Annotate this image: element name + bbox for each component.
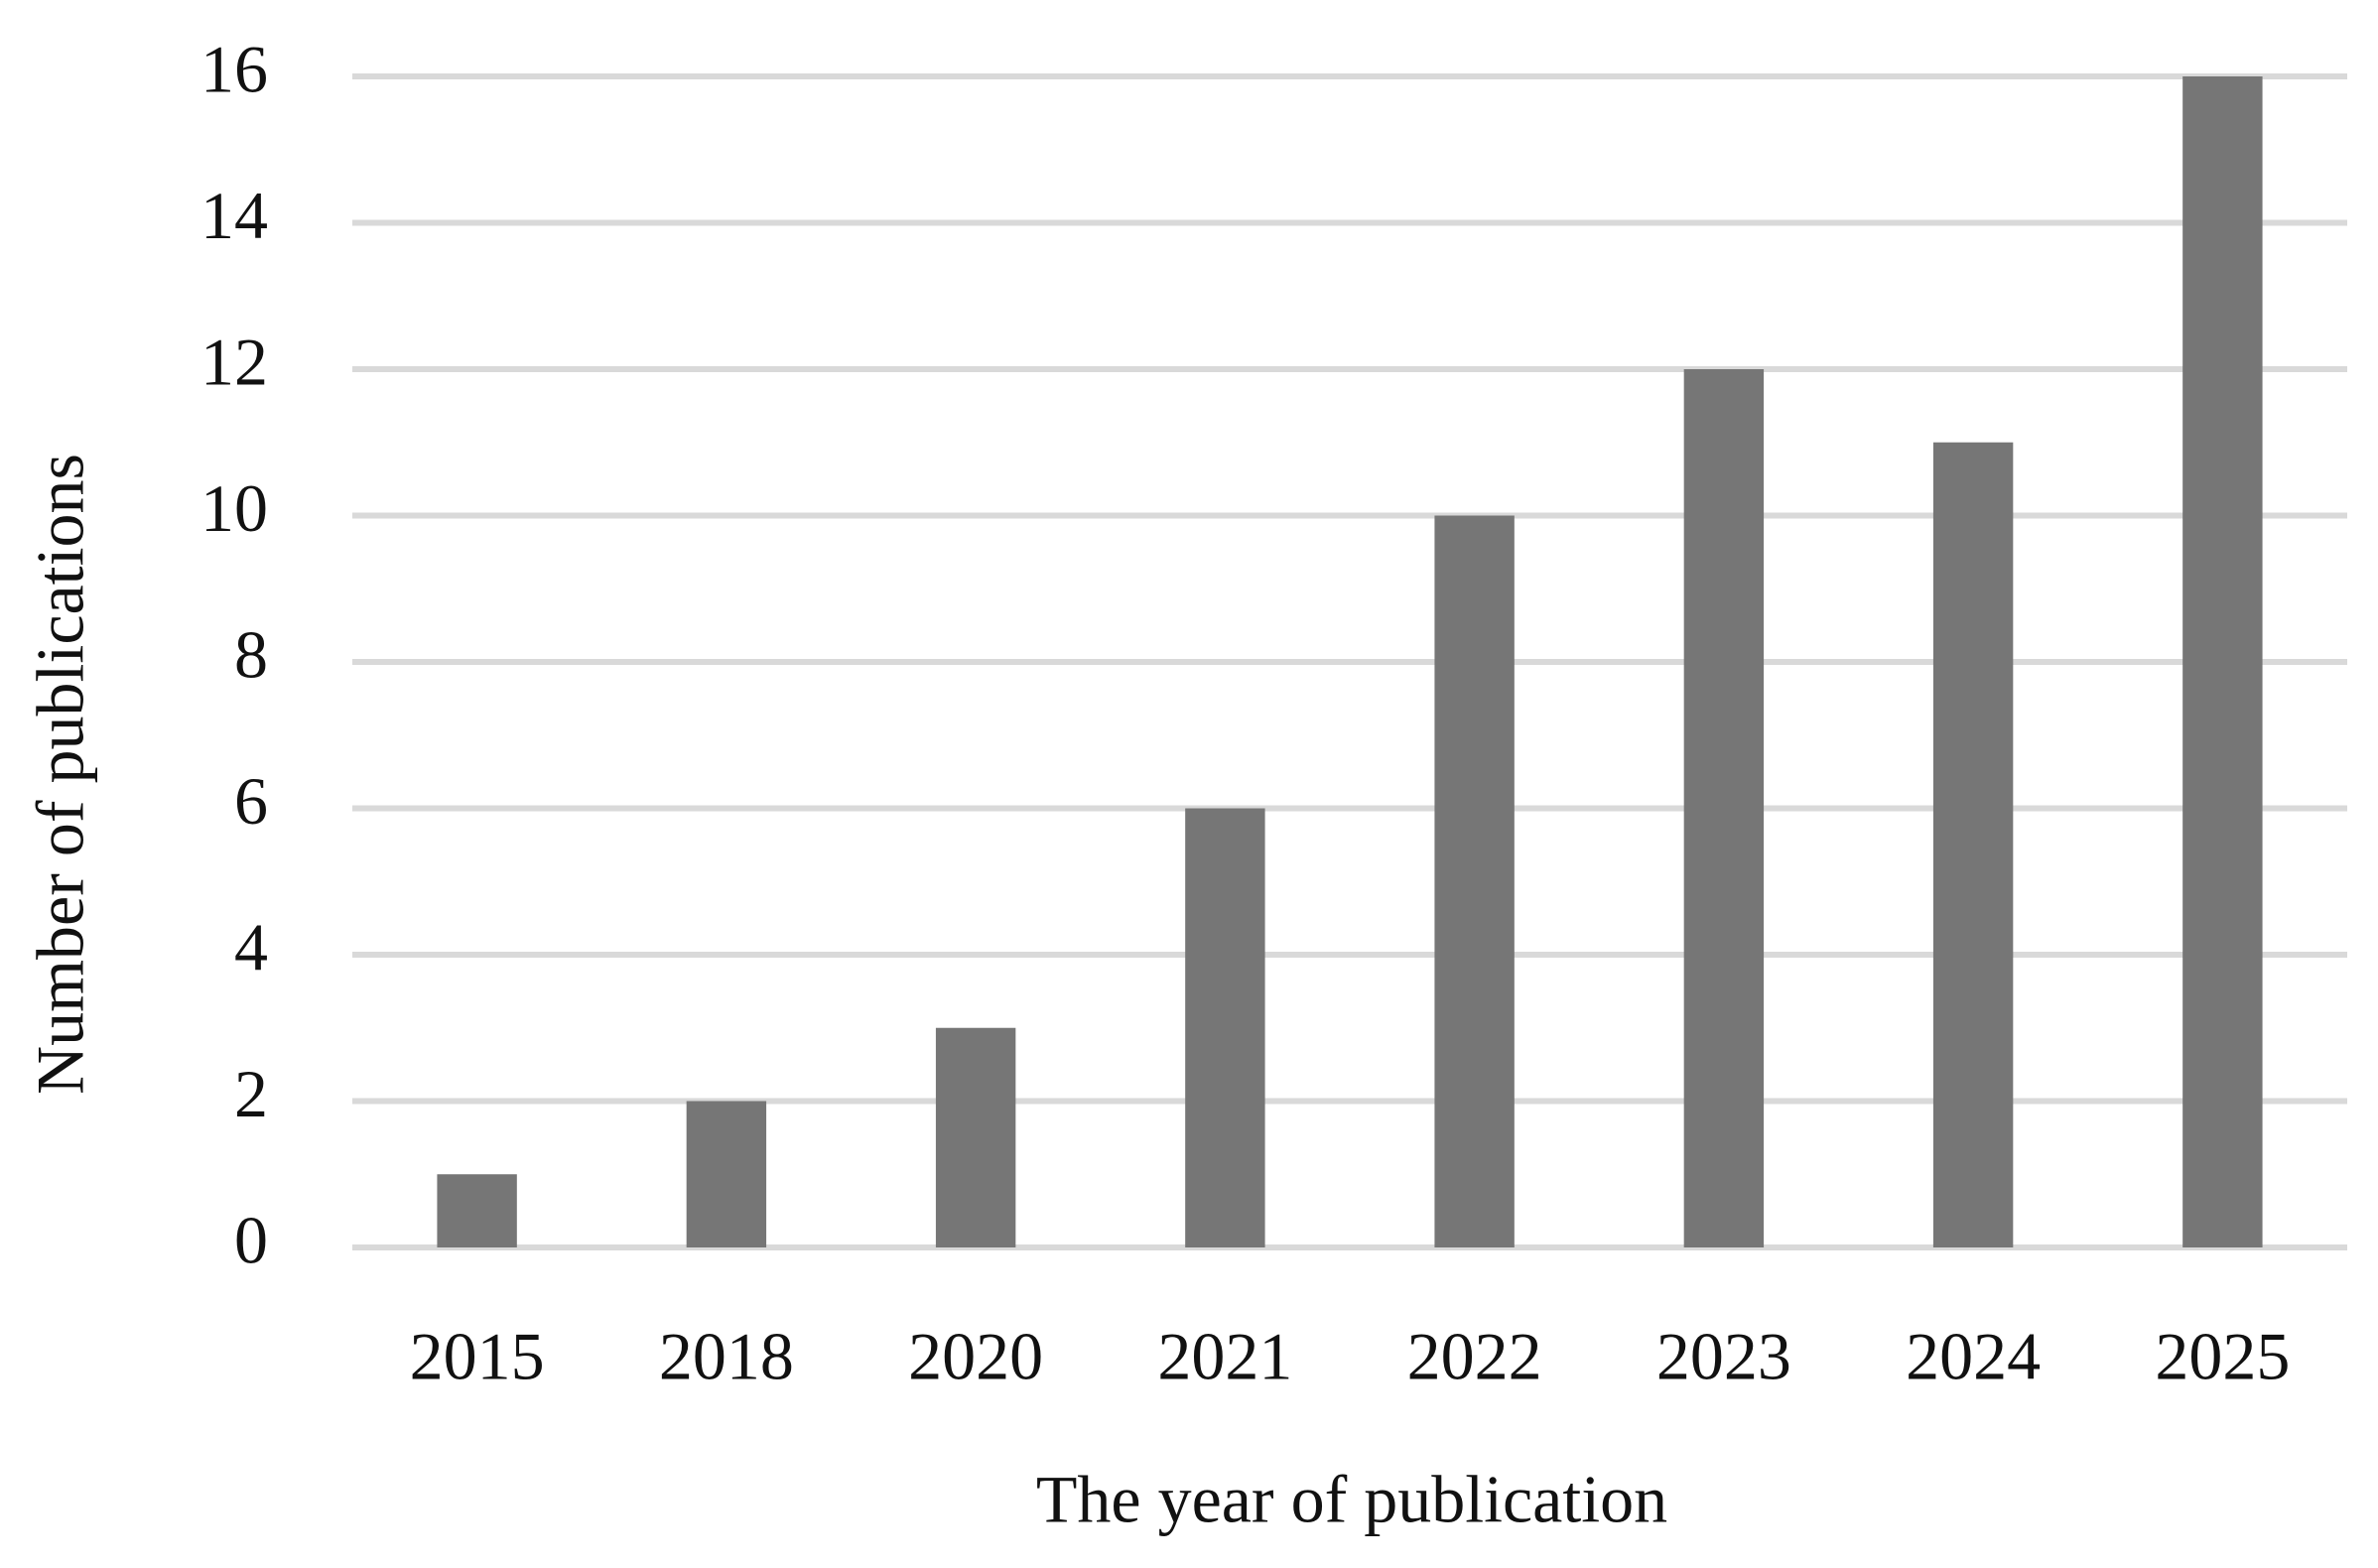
x-axis-title: The year of publication xyxy=(1036,1462,1667,1537)
bar xyxy=(1932,442,2014,1247)
bar xyxy=(686,1101,767,1247)
x-tick-label: 2024 xyxy=(1906,1319,2041,1394)
x-tick-label: 2022 xyxy=(1407,1319,1542,1394)
y-tick-label: 14 xyxy=(200,178,268,253)
bar xyxy=(1434,515,1515,1247)
bar xyxy=(2182,76,2263,1247)
x-tick-label: 2025 xyxy=(2155,1319,2290,1394)
x-tick-label: 2020 xyxy=(908,1319,1043,1394)
y-axis-title: Number of publications xyxy=(23,454,98,1095)
y-tick-label: 12 xyxy=(200,325,268,400)
y-tick-label: 8 xyxy=(234,617,268,693)
bar xyxy=(437,1174,517,1247)
y-tick-label: 2 xyxy=(234,1056,268,1131)
x-tick-label: 2018 xyxy=(659,1319,794,1394)
y-tick-label: 0 xyxy=(234,1203,268,1278)
y-tick-label: 16 xyxy=(200,32,268,107)
x-tick-label: 2021 xyxy=(1157,1319,1292,1394)
bar xyxy=(1683,369,1765,1247)
bar xyxy=(935,1027,1016,1247)
y-tick-label: 4 xyxy=(234,910,268,985)
x-tick-label: 2023 xyxy=(1656,1319,1791,1394)
bar xyxy=(1185,808,1265,1247)
x-tick-label: 2015 xyxy=(410,1319,545,1394)
y-tick-label: 6 xyxy=(234,763,268,839)
y-tick-label: 10 xyxy=(200,470,268,546)
